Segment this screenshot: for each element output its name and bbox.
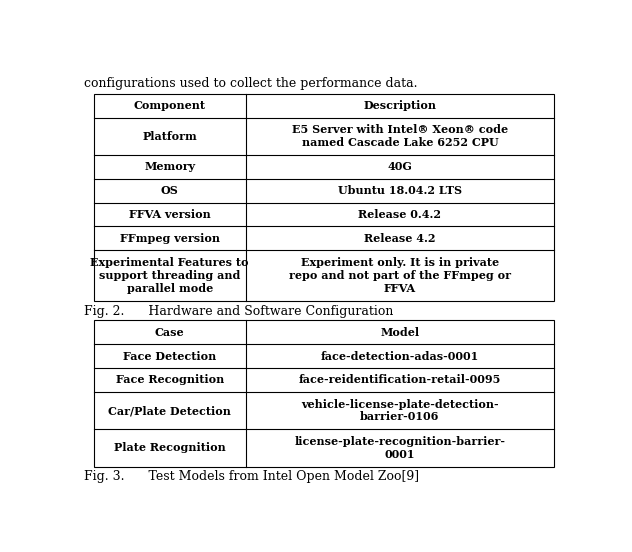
Text: Release 0.4.2: Release 0.4.2 xyxy=(358,209,441,220)
Text: 40G: 40G xyxy=(387,162,412,172)
Text: Component: Component xyxy=(133,100,205,112)
Text: Release 4.2: Release 4.2 xyxy=(364,233,435,244)
Text: E5 Server with Intel® Xeon® code
named Cascade Lake 6252 CPU: E5 Server with Intel® Xeon® code named C… xyxy=(292,124,508,148)
Text: Fig. 3.      Test Models from Intel Open Model Zoo[9]: Fig. 3. Test Models from Intel Open Mode… xyxy=(84,470,419,483)
Text: Description: Description xyxy=(363,100,436,112)
Text: Plate Recognition: Plate Recognition xyxy=(114,442,226,453)
Text: OS: OS xyxy=(161,185,178,197)
Bar xyxy=(94,94,554,301)
Text: Car/Plate Detection: Car/Plate Detection xyxy=(108,405,231,416)
Text: Platform: Platform xyxy=(142,131,197,142)
Text: face-reidentification-retail-0095: face-reidentification-retail-0095 xyxy=(299,374,501,385)
Text: Face Detection: Face Detection xyxy=(123,351,216,362)
Text: Case: Case xyxy=(155,327,185,338)
Text: configurations used to collect the performance data.: configurations used to collect the perfo… xyxy=(84,77,417,90)
Text: Ubuntu 18.04.2 LTS: Ubuntu 18.04.2 LTS xyxy=(338,185,462,197)
Text: FFVA version: FFVA version xyxy=(129,209,210,220)
Text: license-plate-recognition-barrier-
0001: license-plate-recognition-barrier- 0001 xyxy=(295,436,506,460)
Bar xyxy=(94,320,554,466)
Text: vehicle-license-plate-detection-
barrier-0106: vehicle-license-plate-detection- barrier… xyxy=(301,399,499,422)
Text: Model: Model xyxy=(380,327,420,338)
Text: Experimental Features to
support threading and
parallel mode: Experimental Features to support threadi… xyxy=(90,257,249,294)
Text: FFmpeg version: FFmpeg version xyxy=(119,233,220,244)
Text: Fig. 2.      Hardware and Software Configuration: Fig. 2. Hardware and Software Configurat… xyxy=(84,305,393,318)
Text: Memory: Memory xyxy=(144,162,195,172)
Text: face-detection-adas-0001: face-detection-adas-0001 xyxy=(321,351,479,362)
Text: Experiment only. It is in private
repo and not part of the FFmpeg or
FFVA: Experiment only. It is in private repo a… xyxy=(289,257,511,294)
Text: Face Recognition: Face Recognition xyxy=(116,374,224,385)
